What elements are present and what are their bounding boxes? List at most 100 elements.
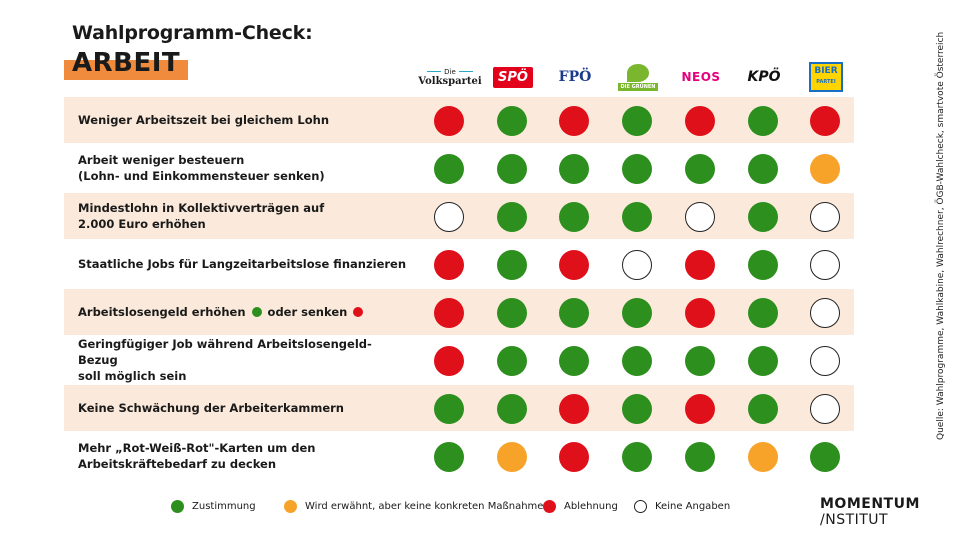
red-dot-icon [543,500,556,513]
table-row: Staatliche Jobs für Langzeitarbeitslose … [64,241,854,289]
row-label: Arbeit weniger besteuern (Lohn- und Eink… [78,152,408,184]
row-label: Mindestlohn in Kollektivverträgen auf 2.… [78,200,408,232]
ablehnung-dot [434,346,464,376]
zustimmung-dot [497,346,527,376]
row-label: Weniger Arbeitszeit bei gleichem Lohn [78,113,330,127]
zustimmung-dot [497,394,527,424]
zustimmung-dot [622,346,652,376]
keine-angaben-dot [810,394,840,424]
row-label-part1: Arbeitslosengeld erhöhen [78,305,246,319]
inline-red-dot-icon [353,307,364,317]
zustimmung-dot [685,154,715,184]
row-label-line1: Mindestlohn in Kollektivverträgen auf [78,201,325,215]
brand-line2: /NSTITUT [820,512,889,528]
kpo-label: KPÖ [747,69,781,85]
vp-name-label: Volkspartei [418,75,482,87]
gruene-leaf-icon [627,63,649,82]
table-row: Mehr „Rot-Weiß-Rot"-Karten um den Arbeit… [64,433,854,481]
table-row: Geringfügiger Job während Arbeitslosenge… [64,337,854,385]
zustimmung-dot [497,106,527,136]
row-label: Arbeitslosengeld erhöhen oder senken [78,304,408,320]
row-label-part2: oder senken [267,305,348,319]
zustimmung-dot [622,394,652,424]
legend-label: Wird erwähnt, aber keine konkreten Maßna… [305,501,550,512]
logo-bierpartei: BIER PARTEI [794,58,858,96]
vp-small-label: Die [427,68,473,76]
zustimmung-dot [559,154,589,184]
brand-line1: MOMENTUM [820,496,920,512]
legend-label: Zustimmung [192,501,256,512]
ablehnung-dot [685,394,715,424]
zustimmung-dot [685,442,715,472]
zustimmung-dot [559,202,589,232]
zustimmung-dot [434,394,464,424]
table-row: Arbeit weniger besteuern (Lohn- und Eink… [64,145,854,193]
legend-label: Keine Angaben [655,501,731,512]
keine-angaben-dot [810,202,840,232]
legend-item-ablehnung: Ablehnung [543,500,618,513]
momentum-logo: MOMENTUM /NSTITUT [820,496,920,528]
zustimmung-dot [685,346,715,376]
row-label-line2: (Lohn- und Einkommensteuer senken) [78,169,325,183]
row-label: Mehr „Rot-Weiß-Rot"-Karten um den Arbeit… [78,440,408,472]
zustimmung-dot [748,154,778,184]
topic-label: ARBEIT [72,48,181,78]
ablehnung-dot [810,106,840,136]
zustimmung-dot [748,346,778,376]
bier-bottom-label: PARTEI [816,79,836,85]
logo-volkspartei: Die Volkspartei [418,58,482,96]
legend-label: Ablehnung [564,501,618,512]
table-row: Keine Schwächung der Arbeiterkammern [64,385,854,433]
row-label-line1: Arbeit weniger besteuern [78,153,245,167]
zustimmung-dot [622,202,652,232]
zustimmung-dot [497,202,527,232]
logo-neos: NEOS [669,58,733,96]
zustimmung-dot [748,298,778,328]
keine-angaben-dot [810,250,840,280]
zustimmung-dot [748,394,778,424]
green-dot-icon [171,500,184,513]
zustimmung-dot [748,202,778,232]
wird-erwaehnt-dot [810,154,840,184]
ablehnung-dot [559,394,589,424]
zustimmung-dot [622,154,652,184]
row-label: Keine Schwächung der Arbeiterkammern [78,401,344,415]
ablehnung-dot [434,298,464,328]
wird-erwaehnt-dot [497,442,527,472]
zustimmung-dot [622,106,652,136]
spo-label: SPÖ [493,66,533,88]
keine-angaben-dot [810,298,840,328]
neos-label: NEOS [681,70,721,84]
ablehnung-dot [685,298,715,328]
row-label-line1: Mehr „Rot-Weiß-Rot"-Karten um den [78,441,316,455]
zustimmung-dot [810,442,840,472]
keine-angaben-dot [434,202,464,232]
logo-gruene: DIE GRÜNEN [606,58,670,96]
page-title: Wahlprogramm-Check: [72,22,313,44]
legend-item-zustimmung: Zustimmung [171,500,256,513]
topic-highlight [64,60,188,80]
table-row: Arbeitslosengeld erhöhen oder senken [64,289,854,337]
row-label-line2: 2.000 Euro erhöhen [78,217,206,231]
ablehnung-dot [434,250,464,280]
zustimmung-dot [559,346,589,376]
orange-dot-icon [284,500,297,513]
keine-angaben-dot [810,346,840,376]
zustimmung-dot [497,154,527,184]
topic-heading: ARBEIT [64,46,188,80]
zustimmung-dot [622,298,652,328]
bier-badge: BIER PARTEI [809,62,843,92]
gruene-label: DIE GRÜNEN [617,82,659,91]
ablehnung-dot [685,250,715,280]
row-label: Geringfügiger Job während Arbeitslosenge… [78,336,408,384]
logo-fpo: FPÖ [543,58,607,96]
zustimmung-dot [748,106,778,136]
zustimmung-dot [434,154,464,184]
ablehnung-dot [559,106,589,136]
row-label-line2: Arbeitskräftebedarf zu decken [78,457,277,471]
legend: Zustimmung Wird erwähnt, aber keine konk… [0,500,960,520]
bier-top-label: BIER [814,66,838,77]
logo-kpo: KPÖ [732,58,796,96]
wird-erwaehnt-dot [748,442,778,472]
comparison-table: Weniger Arbeitszeit bei gleichem Lohn Ar… [64,97,854,481]
